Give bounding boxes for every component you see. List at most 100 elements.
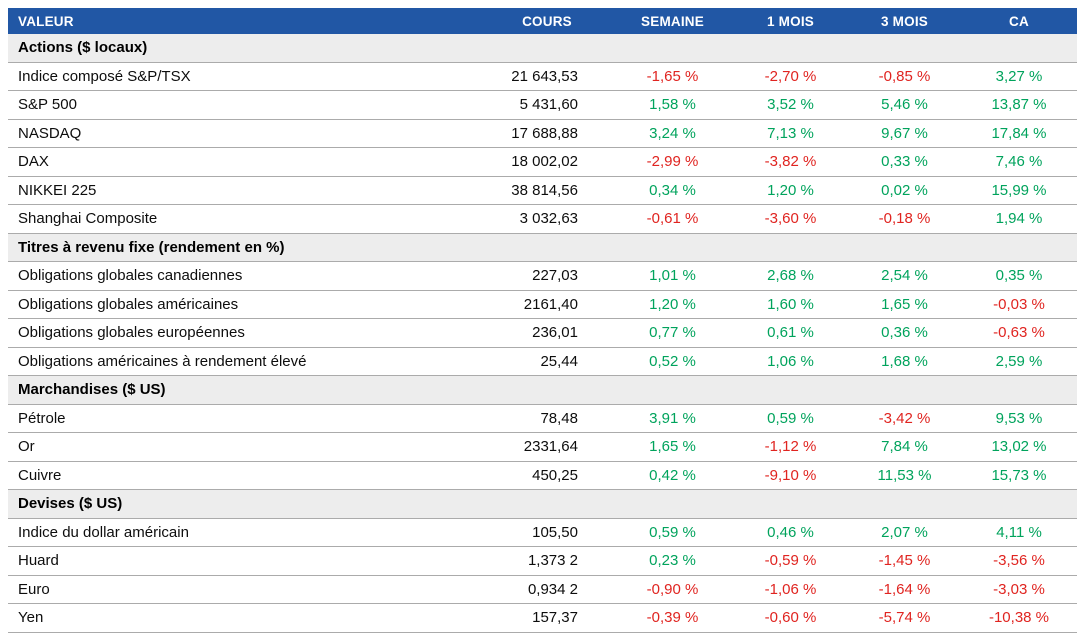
section-title: Devises ($ US)	[8, 489, 1077, 519]
mois3-percent-value: 1,68 %	[848, 347, 961, 376]
ca-percent-value: 3,27 %	[961, 62, 1077, 91]
ca-percent-value: 7,46 %	[961, 147, 1077, 177]
cours-value: 450,25	[482, 461, 612, 490]
instrument-name: Pétrole	[8, 404, 482, 433]
semaine-percent-value: -0,39 %	[612, 603, 733, 633]
instrument-name: Indice composé S&P/TSX	[8, 62, 482, 91]
ca-percent-value: 15,73 %	[961, 461, 1077, 490]
semaine-percent-value: -0,61 %	[612, 204, 733, 234]
column-header-semaine: SEMAINE	[612, 8, 733, 34]
mois1-percent-value: -2,70 %	[733, 62, 848, 91]
semaine-percent-value: 1,20 %	[612, 290, 733, 319]
section-title: Actions ($ locaux)	[8, 34, 1077, 63]
semaine-percent-value: 0,42 %	[612, 461, 733, 490]
table-row: Huard 1,373 2 0,23 % -0,59 % -1,45 % -3,56 %	[8, 546, 1077, 576]
market-summary-table: VALEUR COURS SEMAINE 1 MOIS 3 MOIS CA Ac…	[8, 8, 1077, 633]
mois1-percent-value: 2,68 %	[733, 261, 848, 291]
mois3-percent-value: 5,46 %	[848, 90, 961, 120]
table-row: Or 2331,64 1,65 % -1,12 % 7,84 % 13,02 %	[8, 432, 1077, 462]
mois1-percent-value: 0,59 %	[733, 404, 848, 433]
column-header-1mois: 1 MOIS	[733, 8, 848, 34]
mois3-percent-value: 11,53 %	[848, 461, 961, 490]
cours-value: 227,03	[482, 261, 612, 291]
instrument-name: Obligations globales européennes	[8, 318, 482, 348]
ca-percent-value: 4,11 %	[961, 518, 1077, 547]
mois1-percent-value: 1,20 %	[733, 176, 848, 205]
instrument-name: NIKKEI 225	[8, 176, 482, 205]
mois3-percent-value: -5,74 %	[848, 603, 961, 633]
ca-percent-value: 17,84 %	[961, 119, 1077, 148]
cours-value: 157,37	[482, 603, 612, 633]
section-header-row: Devises ($ US)	[8, 489, 1077, 519]
table-row: NIKKEI 225 38 814,56 0,34 % 1,20 % 0,02 % 15,…	[8, 176, 1077, 205]
semaine-percent-value: 3,91 %	[612, 404, 733, 433]
instrument-name: Indice du dollar américain	[8, 518, 482, 547]
mois3-percent-value: 2,54 %	[848, 261, 961, 291]
cours-value: 236,01	[482, 318, 612, 348]
column-header-valeur: VALEUR	[8, 8, 482, 34]
section-header-row: Actions ($ locaux)	[8, 34, 1077, 63]
table-row: Cuivre 450,25 0,42 % -9,10 % 11,53 % 15,73 %	[8, 461, 1077, 490]
table-row: Obligations globales américaines 2161,40 1…	[8, 290, 1077, 319]
mois1-percent-value: -3,82 %	[733, 147, 848, 177]
cours-value: 38 814,56	[482, 176, 612, 205]
section-title: Marchandises ($ US)	[8, 375, 1077, 405]
table-row: Obligations américaines à rendement élev…	[8, 347, 1077, 376]
mois1-percent-value: 0,61 %	[733, 318, 848, 348]
cours-value: 5 431,60	[482, 90, 612, 120]
mois3-percent-value: 2,07 %	[848, 518, 961, 547]
cours-value: 78,48	[482, 404, 612, 433]
mois1-percent-value: -3,60 %	[733, 204, 848, 234]
cours-value: 105,50	[482, 518, 612, 547]
instrument-name: Shanghai Composite	[8, 204, 482, 234]
semaine-percent-value: 1,01 %	[612, 261, 733, 291]
mois3-percent-value: -0,85 %	[848, 62, 961, 91]
table-row: Indice du dollar américain 105,50 0,59 % 0,…	[8, 518, 1077, 547]
section-header-row: Titres à revenu fixe (rendement en %)	[8, 233, 1077, 262]
column-header-3mois: 3 MOIS	[848, 8, 961, 34]
semaine-percent-value: 0,59 %	[612, 518, 733, 547]
semaine-percent-value: -2,99 %	[612, 147, 733, 177]
table-row: Euro 0,934 2 -0,90 % -1,06 % -1,64 % -3,03 %	[8, 575, 1077, 604]
instrument-name: Obligations américaines à rendement élev…	[8, 347, 482, 376]
semaine-percent-value: 0,34 %	[612, 176, 733, 205]
table-row: Shanghai Composite 3 032,63 -0,61 % -3,60 %…	[8, 204, 1077, 234]
cours-value: 21 643,53	[482, 62, 612, 91]
ca-percent-value: 2,59 %	[961, 347, 1077, 376]
semaine-percent-value: 1,65 %	[612, 432, 733, 462]
mois3-percent-value: 9,67 %	[848, 119, 961, 148]
semaine-percent-value: -0,90 %	[612, 575, 733, 604]
mois1-percent-value: 1,06 %	[733, 347, 848, 376]
cours-value: 25,44	[482, 347, 612, 376]
mois1-percent-value: -1,06 %	[733, 575, 848, 604]
mois1-percent-value: 3,52 %	[733, 90, 848, 120]
mois1-percent-value: -0,60 %	[733, 603, 848, 633]
mois1-percent-value: 0,46 %	[733, 518, 848, 547]
table-row: NASDAQ 17 688,88 3,24 % 7,13 % 9,67 % 17,84 %	[8, 119, 1077, 148]
section-title: Titres à revenu fixe (rendement en %)	[8, 233, 1077, 262]
mois3-percent-value: 0,33 %	[848, 147, 961, 177]
instrument-name: S&P 500	[8, 90, 482, 120]
mois3-percent-value: -1,64 %	[848, 575, 961, 604]
mois3-percent-value: 7,84 %	[848, 432, 961, 462]
mois3-percent-value: -3,42 %	[848, 404, 961, 433]
instrument-name: DAX	[8, 147, 482, 177]
cours-value: 3 032,63	[482, 204, 612, 234]
ca-percent-value: 13,02 %	[961, 432, 1077, 462]
mois3-percent-value: 1,65 %	[848, 290, 961, 319]
table-row: Pétrole 78,48 3,91 % 0,59 % -3,42 % 9,53 %	[8, 404, 1077, 433]
instrument-name: Cuivre	[8, 461, 482, 490]
mois3-percent-value: 0,36 %	[848, 318, 961, 348]
mois3-percent-value: -1,45 %	[848, 546, 961, 576]
table-row: Obligations globales canadiennes 227,03 1,…	[8, 261, 1077, 291]
ca-percent-value: -10,38 %	[961, 603, 1077, 633]
column-header-cours: COURS	[482, 8, 612, 34]
ca-percent-value: 0,35 %	[961, 261, 1077, 291]
table-row: Indice composé S&P/TSX 21 643,53 -1,65 % -2…	[8, 62, 1077, 91]
mois3-percent-value: -0,18 %	[848, 204, 961, 234]
section-header-row: Marchandises ($ US)	[8, 375, 1077, 405]
table-row: DAX 18 002,02 -2,99 % -3,82 % 0,33 % 7,46 %	[8, 147, 1077, 177]
ca-percent-value: -0,03 %	[961, 290, 1077, 319]
cours-value: 2161,40	[482, 290, 612, 319]
